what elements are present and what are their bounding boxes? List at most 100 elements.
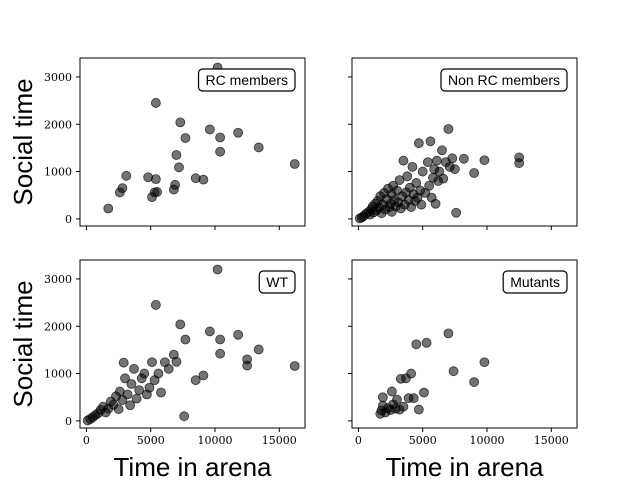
- scatter-point: [125, 400, 136, 411]
- scatter-point: [431, 155, 442, 166]
- legend-box: [197, 68, 296, 92]
- axes-frame: [79, 57, 306, 227]
- y-tick-label: 3000: [44, 71, 72, 84]
- scatter-point: [180, 133, 191, 143]
- legend-box: [440, 68, 568, 92]
- scatter-point: [190, 375, 201, 386]
- legend-rc-members: RC members: [197, 68, 296, 92]
- scatter-point: [204, 326, 215, 337]
- scatter-point: [113, 404, 124, 414]
- scatter-point: [153, 368, 164, 379]
- scatter-point: [139, 368, 150, 379]
- scatter-point: [402, 171, 413, 182]
- x-tick-label: 0: [83, 434, 90, 447]
- legend-mutants: Mutants: [502, 270, 568, 294]
- scatter-point: [392, 394, 402, 405]
- scatter-point: [215, 348, 226, 359]
- scatter-point: [408, 393, 419, 404]
- scatter-point: [121, 170, 132, 181]
- scatter-point: [417, 166, 428, 177]
- scatter-point: [175, 319, 186, 330]
- scatter-point: [447, 153, 458, 164]
- scatter-point: [198, 370, 209, 381]
- scatter-point: [174, 162, 184, 173]
- scatter-point: [289, 361, 300, 371]
- x-tick-label: 5000: [409, 434, 437, 447]
- scatter-point: [406, 368, 417, 379]
- legend-box: [502, 270, 568, 294]
- scatter-point: [449, 164, 460, 175]
- scatter-point: [425, 136, 436, 147]
- scatter-point: [242, 360, 253, 371]
- scatter-point: [451, 207, 462, 218]
- legend-box: [258, 270, 296, 294]
- legend-label: Mutants: [510, 274, 560, 290]
- scatter-point: [443, 328, 454, 339]
- scatter-point: [377, 392, 388, 403]
- scatter-point: [204, 124, 215, 135]
- scatter-point: [118, 357, 129, 368]
- legend-wt: WT: [258, 270, 296, 294]
- scatter-point: [398, 401, 409, 412]
- scatter-point: [253, 142, 264, 153]
- scatter-point: [129, 363, 139, 374]
- scatter-point: [233, 127, 244, 138]
- y-tick-label: 1000: [44, 368, 72, 381]
- scatter-point: [131, 393, 142, 404]
- panel-rc-members: 0 1000 2000 3000 RC members Social time: [8, 57, 306, 230]
- scatter-point: [479, 357, 490, 368]
- y-tick-label: 0: [65, 213, 72, 226]
- scatter-point: [126, 379, 137, 389]
- x-tick-label: 15000: [534, 434, 569, 447]
- panel-mutants: 0 5000 10000 15000 Mutants Time in arena: [348, 259, 578, 480]
- scatter-point: [289, 159, 300, 169]
- x-axis-label: Time in arena: [386, 452, 545, 480]
- scatter-point: [179, 411, 190, 422]
- scatter-point: [117, 183, 128, 194]
- scatter-point: [215, 132, 226, 143]
- x-axis-label: Time in arena: [114, 452, 273, 480]
- scatter-point: [438, 173, 449, 184]
- legend-non-rc-members: Non RC members: [440, 68, 568, 92]
- scatter-point: [422, 157, 433, 168]
- y-tick-label: 0: [65, 415, 72, 428]
- scatter-point: [479, 155, 490, 166]
- scatter-point: [413, 404, 424, 415]
- scatter-point: [150, 174, 161, 185]
- x-tick-label: 10000: [198, 434, 233, 447]
- scatter-point: [144, 382, 155, 393]
- panel-wt: 0 5000 10000 15000 0 1000 2000 3000 WT Social tim…: [8, 259, 306, 480]
- scatter-point: [469, 377, 480, 387]
- x-tick-label: 10000: [470, 434, 505, 447]
- scatter-point: [233, 329, 244, 340]
- scatter-point: [413, 138, 424, 149]
- scatter-point: [411, 339, 422, 350]
- scatter-point: [394, 175, 405, 185]
- scatter-point: [150, 300, 161, 310]
- scatter-point: [122, 389, 133, 400]
- scatter-point: [430, 198, 441, 209]
- axes-frame: [351, 259, 578, 429]
- y-tick-label: 3000: [44, 273, 72, 286]
- y-tick-label: 1000: [44, 166, 72, 179]
- scatter-point: [416, 199, 427, 210]
- scatter-point: [198, 174, 209, 185]
- y-axis-label: Social time: [8, 280, 38, 407]
- panel-non-rc-members: Non RC members: [348, 57, 578, 230]
- y-axis-label: Social time: [8, 78, 38, 205]
- scatter-point: [448, 366, 459, 377]
- axes-frame: [351, 57, 578, 227]
- scatter-point: [147, 357, 157, 368]
- legend-label: Non RC members: [448, 72, 560, 88]
- scatter-point: [469, 168, 480, 178]
- scatter-point: [458, 153, 469, 164]
- scatter-point: [171, 356, 182, 367]
- scatter-point: [514, 158, 525, 168]
- scatter-point: [424, 180, 435, 191]
- scatter-point: [386, 386, 397, 397]
- scatter-point: [419, 387, 429, 398]
- axes-frame: [79, 259, 306, 429]
- scatter-point: [215, 146, 226, 157]
- scatter-point: [175, 117, 186, 128]
